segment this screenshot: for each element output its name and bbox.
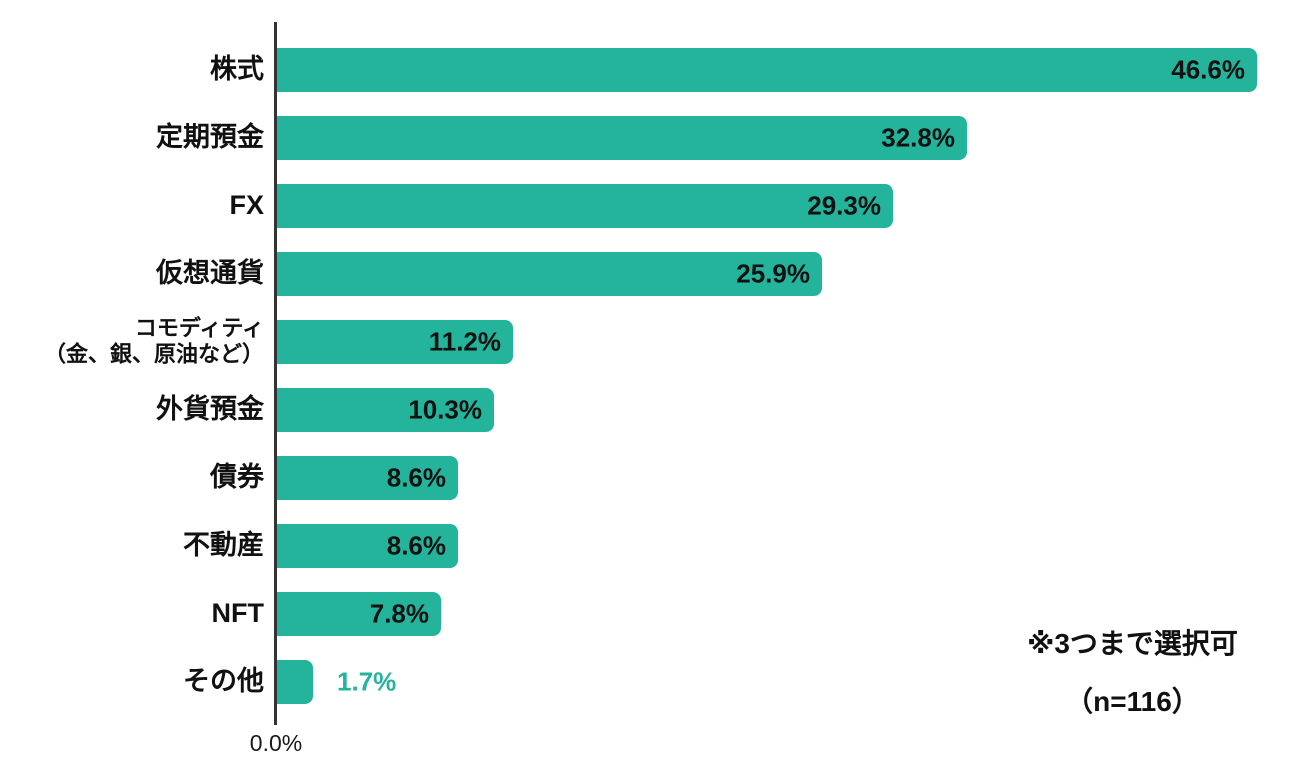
category-label: その他: [183, 666, 264, 697]
category-label: 債券: [210, 462, 264, 493]
value-label: 29.3%: [807, 190, 881, 221]
bar-row: その他 1.7%: [0, 660, 1302, 704]
bar: 8.6%: [277, 524, 458, 568]
bar: 1.7%: [277, 660, 396, 704]
bar-row: 定期預金 32.8%: [0, 116, 1302, 160]
bar: 7.8%: [277, 592, 441, 636]
bar-row: 仮想通貨 25.9%: [0, 252, 1302, 296]
value-label: 7.8%: [369, 598, 429, 629]
bar: 32.8%: [277, 116, 967, 160]
value-label: 10.3%: [408, 394, 482, 425]
value-label: 25.9%: [736, 258, 810, 289]
bar: 25.9%: [277, 252, 822, 296]
bar-row: 債券 8.6%: [0, 456, 1302, 500]
category-label: 不動産: [183, 530, 264, 561]
category-label: 株式: [210, 54, 264, 85]
note-max-selection: ※3つまで選択可: [1027, 628, 1238, 659]
bar-row: コモディティ （金、銀、原油など） 11.2%: [0, 316, 1302, 367]
bar: 11.2%: [277, 320, 513, 364]
chart-annotation: ※3つまで選択可 （n=116）: [960, 626, 1302, 720]
x-axis-tick-label: 0.0%: [249, 730, 303, 756]
bar-row: 不動産 8.6%: [0, 524, 1302, 568]
category-label: 定期預金: [156, 122, 264, 153]
category-label: NFT: [211, 598, 264, 629]
bar: 8.6%: [277, 456, 458, 500]
bar: 46.6%: [277, 48, 1257, 92]
bar-row: 株式 46.6%: [0, 48, 1302, 92]
bar: 29.3%: [277, 184, 893, 228]
category-label: 外貨預金: [156, 394, 264, 425]
value-label: 8.6%: [386, 530, 446, 561]
category-label: 仮想通貨: [156, 258, 264, 289]
value-label: 11.2%: [428, 326, 501, 357]
bar-row: NFT 7.8%: [0, 592, 1302, 636]
category-label: FX: [229, 190, 264, 221]
value-label: 32.8%: [881, 122, 955, 153]
bar: 10.3%: [277, 388, 494, 432]
sample-size: （n=116）: [1065, 686, 1200, 717]
bar-row: FX 29.3%: [0, 184, 1302, 228]
value-label: 8.6%: [386, 462, 446, 493]
value-label: 1.7%: [337, 666, 397, 697]
category-label: コモディティ （金、銀、原油など）: [43, 315, 264, 367]
y-axis-line: [274, 22, 277, 725]
bar-row: 外貨預金 10.3%: [0, 388, 1302, 432]
value-label: 46.6%: [1171, 54, 1245, 85]
